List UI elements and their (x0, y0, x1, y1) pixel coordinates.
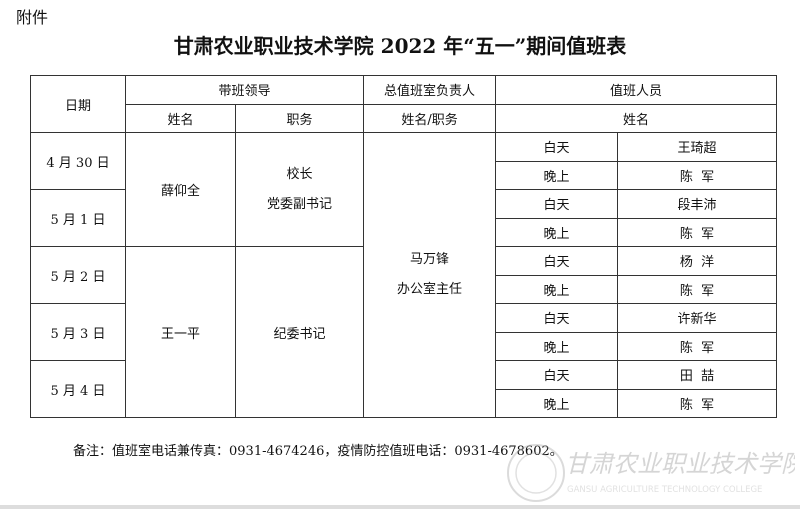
college-logo-watermark: 甘肃农业职业技术学院 GANSU AGRICULTURE TECHNOLOGY … (507, 444, 795, 502)
shift-period: 白天 (495, 246, 619, 276)
header-chief-name-post: 姓名/职务 (363, 103, 497, 133)
shift-name: 陈 军 (617, 331, 778, 361)
chief-post: 办公室主任 (397, 282, 463, 297)
date-cell: 5 月 4 日 (30, 360, 126, 418)
bottom-edge (0, 505, 800, 509)
shift-name: 陈 军 (617, 160, 778, 190)
shift-period: 白天 (495, 360, 619, 390)
shift-name: 陈 军 (617, 274, 778, 304)
duty-table: 日期 带班领导 总值班室负责人 值班人员 姓名 职务 姓名/职务 姓名 4 月 … (30, 75, 778, 418)
date-cell: 5 月 2 日 (30, 246, 126, 304)
header-staff-name: 姓名 (495, 103, 778, 133)
shift-period: 晚上 (495, 217, 619, 247)
header-leader: 带班领导 (124, 75, 365, 105)
remark-note: 备注：值班室电话兼传真：0931-4674246，疫情防控值班电话：0931-4… (73, 444, 563, 459)
shift-period: 白天 (495, 132, 619, 162)
header-chief: 总值班室负责人 (363, 75, 497, 105)
header-staff: 值班人员 (495, 75, 778, 105)
leader-post: 纪委书记 (234, 246, 365, 418)
shift-period: 晚上 (495, 331, 619, 361)
attachment-label: 附件 (16, 8, 49, 27)
shift-name: 田 喆 (617, 360, 778, 390)
header-date: 日期 (30, 75, 126, 133)
leader-name: 王一平 (125, 246, 236, 418)
shift-name: 杨 洋 (617, 246, 778, 276)
shift-period: 白天 (495, 189, 619, 219)
chief-cell: 马万锋 办公室主任 (363, 132, 497, 418)
shift-name: 许新华 (617, 303, 778, 333)
leader-post-line: 党委副书记 (267, 196, 333, 212)
header-leader-post: 职务 (234, 103, 365, 133)
leader-post-line: 校长 (286, 166, 313, 182)
shift-period: 白天 (495, 303, 619, 333)
date-cell: 5 月 3 日 (30, 303, 126, 361)
svg-text:GANSU AGRICULTURE TECHNOLOGY C: GANSU AGRICULTURE TECHNOLOGY COLLEGE (567, 485, 762, 495)
date-cell: 5 月 1 日 (30, 189, 126, 247)
shift-period: 晚上 (495, 388, 619, 418)
shift-period: 晚上 (495, 160, 619, 190)
shift-name: 陈 军 (617, 388, 778, 418)
header-leader-name: 姓名 (125, 103, 236, 133)
svg-text:甘肃农业职业技术学院: 甘肃农业职业技术学院 (565, 450, 795, 478)
shift-period: 晚上 (495, 274, 619, 304)
leader-name: 薛仰全 (125, 132, 236, 247)
shift-name: 段丰沛 (617, 189, 778, 219)
shift-name: 陈 军 (617, 217, 778, 247)
page-title: 甘肃农业职业技术学院 2022 年“五一”期间值班表 (173, 34, 627, 58)
shift-name: 王琦超 (617, 132, 778, 162)
leader-post: 校长 党委副书记 (234, 132, 365, 247)
date-cell: 4 月 30 日 (30, 132, 126, 190)
chief-name: 马万锋 (410, 252, 450, 267)
